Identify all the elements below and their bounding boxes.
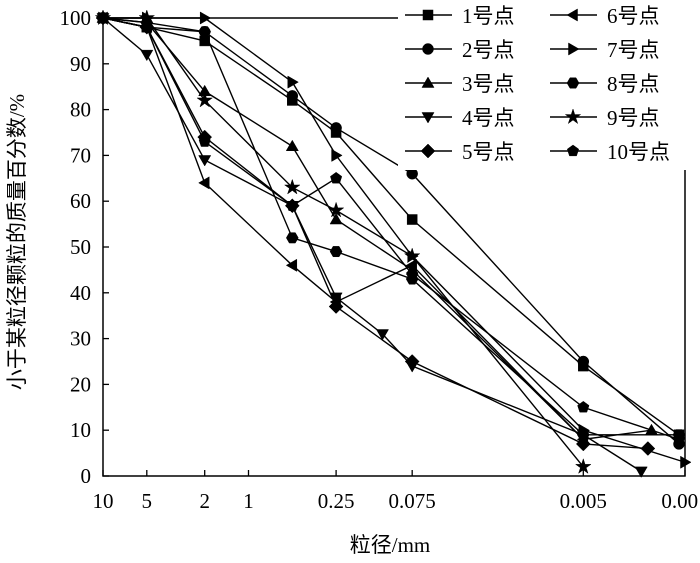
data-point bbox=[574, 458, 592, 474]
series-line bbox=[102, 17, 680, 445]
y-tick-label: 80 bbox=[70, 98, 91, 122]
legend-item: 8号点 bbox=[550, 72, 660, 96]
legend-item: 1号点 bbox=[405, 4, 515, 28]
data-point bbox=[327, 201, 345, 218]
data-point bbox=[680, 455, 692, 469]
legend-marker bbox=[421, 76, 435, 88]
series-10 bbox=[96, 11, 685, 445]
legend-item: 7号点 bbox=[550, 38, 660, 62]
data-point bbox=[634, 466, 648, 478]
legend-label: 7号点 bbox=[607, 38, 660, 62]
data-point bbox=[198, 176, 210, 190]
y-tick-label: 70 bbox=[70, 143, 91, 167]
legend-item: 5号点 bbox=[405, 140, 515, 164]
x-axis: 10 5 2 1 0.25 0.075 0.005 0.001 bbox=[93, 470, 700, 513]
data-point bbox=[286, 90, 299, 102]
legend-label: 5号点 bbox=[462, 140, 515, 164]
data-point bbox=[330, 171, 343, 184]
x-axis-label: 粒径/mm bbox=[350, 533, 431, 557]
legend-item: 4号点 bbox=[405, 106, 515, 130]
y-tick-label: 0 bbox=[81, 464, 92, 488]
x-tick-label: 5 bbox=[142, 489, 153, 513]
data-point bbox=[199, 11, 212, 25]
legend-marker bbox=[422, 9, 434, 21]
series-line bbox=[102, 17, 679, 436]
series-line bbox=[102, 17, 680, 441]
data-point bbox=[198, 155, 212, 167]
y-tick-label: 30 bbox=[70, 327, 91, 351]
x-tick-label: 1 bbox=[243, 489, 254, 513]
data-point bbox=[198, 26, 211, 38]
data-point bbox=[403, 247, 421, 264]
x-tick-label: 10 bbox=[93, 489, 114, 513]
legend-label: 3号点 bbox=[462, 72, 515, 96]
legend-marker bbox=[420, 143, 436, 159]
legend-marker bbox=[564, 108, 582, 125]
data-point bbox=[329, 213, 343, 225]
legend-item: 2号点 bbox=[405, 38, 515, 62]
x-tick-label: 0.001 bbox=[661, 489, 700, 513]
data-point bbox=[330, 122, 342, 134]
data-point bbox=[140, 20, 153, 33]
data-point bbox=[577, 429, 590, 441]
data-point bbox=[140, 49, 154, 62]
legend-label: 1号点 bbox=[462, 4, 515, 28]
legend: 1号点 2号点 3号点 4号点 5号点 6号点 7号点 8号点 9号点 10号点 bbox=[398, 0, 700, 170]
data-point bbox=[285, 139, 299, 151]
legend-marker bbox=[568, 42, 580, 56]
data-point bbox=[577, 355, 590, 368]
y-tick-label: 10 bbox=[70, 418, 91, 442]
legend-item: 3号点 bbox=[405, 72, 515, 96]
y-tick-label: 20 bbox=[70, 372, 91, 396]
legend-item: 6号点 bbox=[550, 4, 660, 28]
y-tick-label: 50 bbox=[70, 235, 91, 259]
data-point bbox=[406, 268, 419, 280]
y-tick-label: 40 bbox=[70, 281, 91, 305]
y-axis-label: 小于某粒径颗粒的质量百分数/% bbox=[5, 94, 29, 390]
legend-label: 6号点 bbox=[607, 4, 660, 28]
data-point bbox=[96, 11, 110, 24]
data-point bbox=[375, 329, 389, 341]
legend-item: 9号点 bbox=[550, 106, 660, 130]
data-point bbox=[577, 400, 590, 413]
y-tick-label: 100 bbox=[60, 6, 92, 30]
legend-label: 4号点 bbox=[462, 106, 515, 130]
data-point bbox=[329, 246, 343, 258]
data-point bbox=[198, 135, 211, 147]
legend-marker bbox=[422, 43, 434, 55]
legend-label: 10号点 bbox=[607, 140, 670, 164]
x-tick-label: 2 bbox=[199, 489, 210, 513]
data-point bbox=[405, 258, 417, 272]
data-point bbox=[287, 75, 299, 89]
data-point bbox=[406, 214, 418, 225]
legend-marker bbox=[566, 144, 580, 157]
y-tick-label: 60 bbox=[70, 189, 91, 213]
x-tick-label: 0.075 bbox=[389, 489, 436, 513]
data-point bbox=[283, 178, 301, 195]
data-point bbox=[285, 258, 298, 272]
legend-label: 2号点 bbox=[462, 38, 515, 62]
data-point bbox=[286, 232, 299, 244]
legend-marker bbox=[421, 112, 435, 124]
x-tick-label: 0.005 bbox=[560, 489, 607, 513]
data-point bbox=[331, 148, 343, 162]
legend-label: 9号点 bbox=[607, 106, 660, 130]
legend-label: 8号点 bbox=[607, 72, 660, 96]
data-point bbox=[404, 354, 420, 369]
x-tick-label: 0.25 bbox=[318, 489, 355, 513]
legend-background bbox=[398, 0, 700, 170]
legend-marker bbox=[566, 8, 578, 22]
data-point bbox=[286, 199, 299, 211]
y-tick-label: 90 bbox=[70, 52, 91, 76]
legend-item: 10号点 bbox=[550, 140, 670, 164]
data-point bbox=[329, 295, 341, 309]
series-layer bbox=[94, 9, 692, 478]
series-line bbox=[103, 17, 686, 463]
series-line bbox=[102, 17, 680, 436]
y-axis: 0 10 20 30 40 50 60 70 80 90 100 bbox=[60, 6, 109, 488]
data-point bbox=[672, 433, 685, 445]
legend-marker bbox=[566, 77, 580, 89]
data-point bbox=[196, 91, 214, 108]
